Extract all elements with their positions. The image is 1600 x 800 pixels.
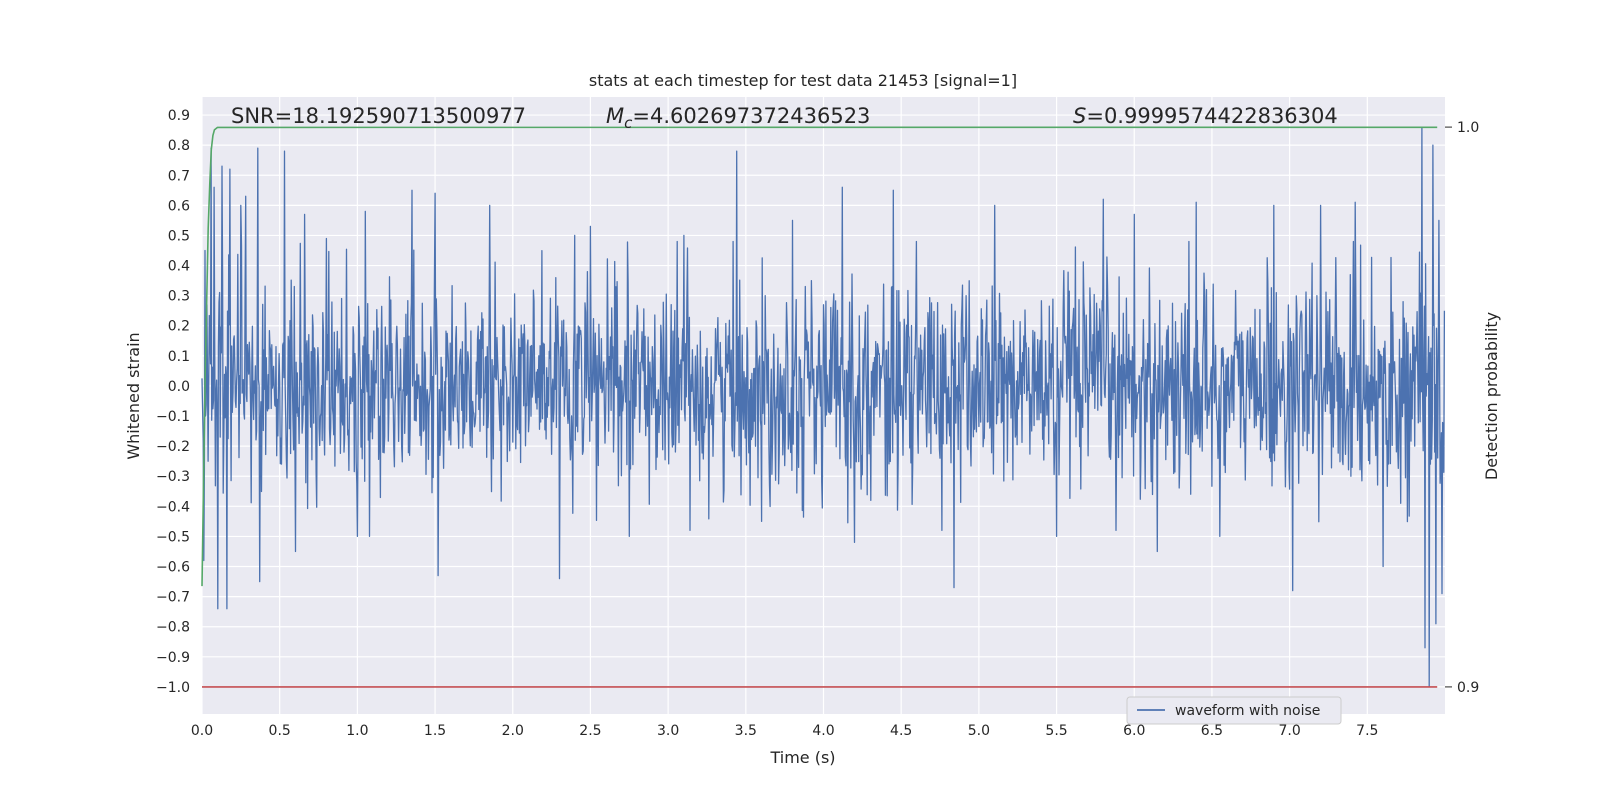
x-tick-label: 5.5 (1045, 723, 1067, 739)
chart-title: stats at each timestep for test data 214… (589, 71, 1017, 90)
y-tick-label: 0.4 (168, 259, 190, 275)
series-detection-probability-line (201, 126, 1438, 587)
y-tick-label: −0.2 (156, 439, 190, 455)
y2-tick-labels: 1.0 0.9 (1445, 120, 1479, 696)
y-tick-label: −0.6 (156, 560, 190, 576)
x-tick-label: 1.0 (346, 723, 368, 739)
x-tick-label: 2.5 (579, 723, 601, 739)
y-tick-label: −0.7 (156, 590, 190, 606)
series-waveform-with-noise-line (201, 126, 1446, 688)
x-tick-label: 7.0 (1278, 723, 1300, 739)
x-tick-label: 4.5 (890, 723, 912, 739)
mc-value: =4.602697372436523 (632, 104, 870, 128)
y-tick-label: −0.3 (156, 469, 190, 485)
y-tick-label: −0.5 (156, 529, 190, 545)
y2-tick-label: 0.9 (1457, 680, 1479, 696)
legend: waveform with noise (1126, 696, 1342, 725)
x-tick-label: 3.0 (657, 723, 679, 739)
y-tick-label: 0.2 (168, 319, 190, 335)
y-tick-label: −1.0 (156, 680, 190, 696)
series-layer (201, 126, 1446, 688)
x-tick-label: 5.0 (968, 723, 990, 739)
y-tick-label: −0.9 (156, 650, 190, 666)
y-tick-label: 0.9 (168, 108, 190, 124)
y-tick-label: 0.6 (168, 198, 190, 214)
snr-annotation: SNR=18.192590713500977 (231, 104, 526, 128)
legend-box (1126, 696, 1342, 725)
y-axis-label: Whitened strain (124, 332, 143, 459)
y-tick-label: 0.3 (168, 289, 190, 305)
x-tick-labels: 0.0 0.5 1.0 1.5 2.0 2.5 3.0 3.5 4.0 4.5 5.0 5.5 6.0 6… (191, 723, 1379, 739)
y-tick-label: 0.7 (168, 168, 190, 184)
y-tick-label: 0.1 (168, 349, 190, 365)
x-tick-label: 2.0 (502, 723, 524, 739)
mc-annotation: Mc=4.602697372436523 (606, 104, 870, 132)
y-tick-label: 0.5 (168, 228, 190, 244)
y-tick-label: −0.8 (156, 620, 190, 636)
x-tick-label: 0.5 (269, 723, 291, 739)
legend-entry: waveform with noise (1175, 703, 1320, 719)
y-tick-label: −0.4 (156, 499, 190, 515)
x-tick-label: 7.5 (1356, 723, 1378, 739)
x-tick-label: 4.0 (812, 723, 834, 739)
y-tick-label: 0.8 (168, 138, 190, 154)
y2-tick-label: 1.0 (1457, 120, 1479, 136)
x-tick-label: 1.5 (424, 723, 446, 739)
y2-axis-label: Detection probability (1482, 312, 1501, 480)
x-axis-label: Time (s) (769, 748, 835, 767)
s-symbol: S (1073, 104, 1086, 128)
s-annotation: S=0.9999574422836304 (1073, 104, 1338, 128)
x-tick-label: 6.0 (1123, 723, 1145, 739)
y-tick-labels: 0.9 0.8 0.7 0.6 0.5 0.4 0.3 0.2 0.1 0.0 −0.1 −0.2 −0… (156, 108, 190, 696)
s-value: =0.9999574422836304 (1086, 104, 1337, 128)
x-tick-label: 3.5 (735, 723, 757, 739)
y-tick-label: 0.0 (168, 379, 190, 395)
y-tick-label: −0.1 (156, 409, 190, 425)
x-tick-label: 6.5 (1201, 723, 1223, 739)
x-tick-label: 0.0 (191, 723, 213, 739)
mc-symbol: M (606, 104, 624, 128)
mc-subscript: c (624, 114, 633, 132)
